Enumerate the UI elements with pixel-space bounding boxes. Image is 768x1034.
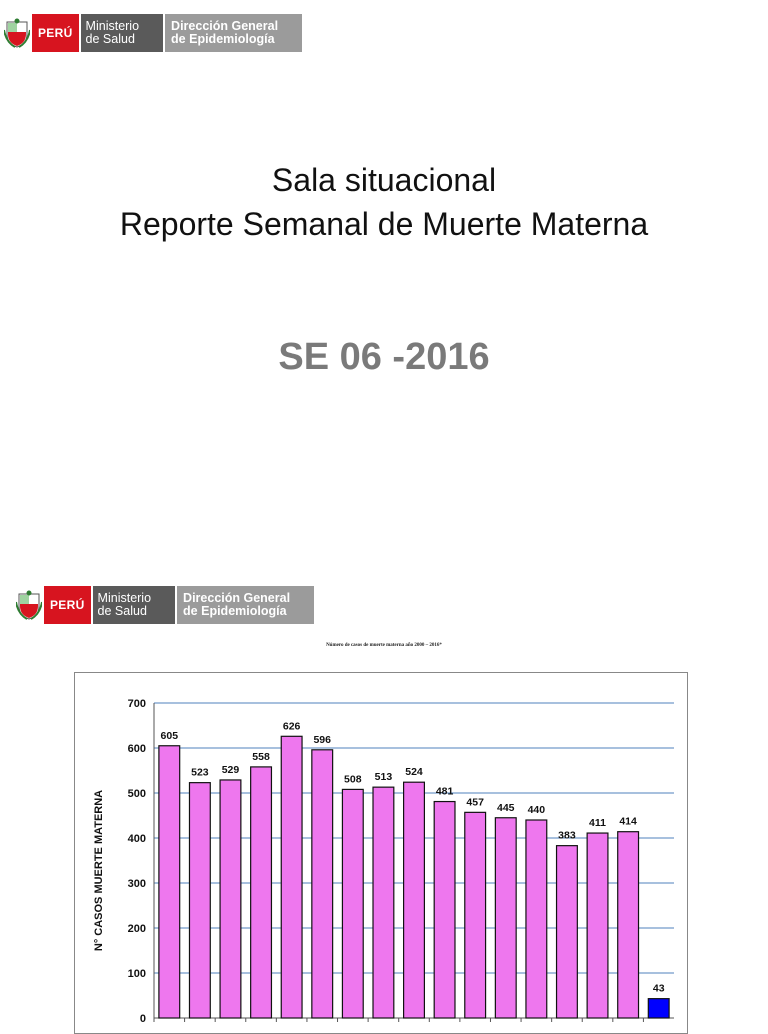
bar xyxy=(188,782,211,1019)
bar xyxy=(280,735,303,1019)
bar xyxy=(341,788,364,1019)
bar xyxy=(464,811,487,1019)
y-tick-label: 100 xyxy=(128,968,146,980)
header-logo-bar-2: PERÚ Ministerio de Salud Dirección Gener… xyxy=(14,586,315,624)
bar-data-label: 445 xyxy=(497,802,515,814)
bar-data-label: 605 xyxy=(161,730,179,742)
coat-of-arms-icon xyxy=(2,14,32,52)
bar xyxy=(494,817,517,1019)
y-tick-label: 300 xyxy=(128,878,146,890)
y-tick-label: 200 xyxy=(128,923,146,935)
bar-data-label: 508 xyxy=(344,773,362,785)
bar xyxy=(372,786,395,1019)
bar-data-label: 596 xyxy=(313,734,331,746)
bar xyxy=(250,766,273,1019)
bar-data-label: 524 xyxy=(405,766,423,778)
bar-data-label: 440 xyxy=(528,804,546,816)
bar xyxy=(158,745,181,1019)
bar xyxy=(433,800,456,1019)
bar xyxy=(311,749,334,1019)
bar xyxy=(555,845,578,1019)
y-tick-label: 400 xyxy=(128,833,146,845)
title-line-1: Sala situacional xyxy=(271,162,497,198)
ministry-line-1: Ministerio xyxy=(97,591,152,605)
department-label: Dirección General de Epidemiología xyxy=(165,14,303,52)
page-title: Sala situacional Reporte Semanal de Muer… xyxy=(0,158,768,246)
department-line-2: de Epidemiología xyxy=(183,604,287,618)
peru-label: PERÚ xyxy=(32,14,79,52)
department-line-1: Dirección General xyxy=(183,591,291,605)
maternal-deaths-bar-chart: 0 100 200 300 400 500 600 700 N° CASOS MUERTE MA… xyxy=(93,698,674,1024)
ministry-line-2: de Salud xyxy=(85,32,135,46)
department-line-2: de Epidemiología xyxy=(171,32,275,46)
bar xyxy=(647,998,670,1019)
epi-week-label: SE 06 -2016 xyxy=(278,336,490,378)
department-label: Dirección General de Epidemiología xyxy=(177,586,315,624)
ministry-line-2: de Salud xyxy=(97,604,147,618)
y-tick-label: 0 xyxy=(140,1013,146,1024)
bar xyxy=(617,831,640,1019)
bar xyxy=(586,832,609,1019)
y-tick-label: 700 xyxy=(128,698,146,710)
bar-data-label: 457 xyxy=(466,796,484,808)
bar-data-label: 383 xyxy=(558,830,576,842)
bar-data-label: 411 xyxy=(589,817,606,829)
department-line-1: Dirección General xyxy=(171,19,279,33)
coat-of-arms-icon xyxy=(14,586,44,624)
ministry-line-1: Ministerio xyxy=(85,19,140,33)
chart-caption: Número de casos de muerte materna año 20… xyxy=(326,643,442,648)
header-logo-bar: PERÚ Ministerio de Salud Dirección Gener… xyxy=(2,14,303,52)
bar-data-label: 513 xyxy=(375,771,393,783)
bar xyxy=(403,781,426,1019)
ministry-label: Ministerio de Salud xyxy=(80,14,164,52)
peru-label: PERÚ xyxy=(44,586,91,624)
bar-data-label: 43 xyxy=(653,983,665,995)
ministry-label: Ministerio de Salud xyxy=(92,586,176,624)
bar-data-label: 481 xyxy=(436,786,454,798)
bar-data-label: 529 xyxy=(222,764,240,776)
bar-data-label: 523 xyxy=(191,767,209,779)
y-tick-label: 500 xyxy=(128,788,146,800)
y-tick-label: 600 xyxy=(128,743,146,755)
bar-data-label: 558 xyxy=(252,751,270,763)
bar-data-label: 414 xyxy=(619,816,637,828)
bar xyxy=(525,819,548,1019)
y-axis-label: N° CASOS MUERTE MATERNA xyxy=(93,790,105,951)
bar xyxy=(219,779,242,1019)
bar-data-label: 626 xyxy=(283,720,301,732)
title-line-2: Reporte Semanal de Muerte Materna xyxy=(119,206,649,242)
